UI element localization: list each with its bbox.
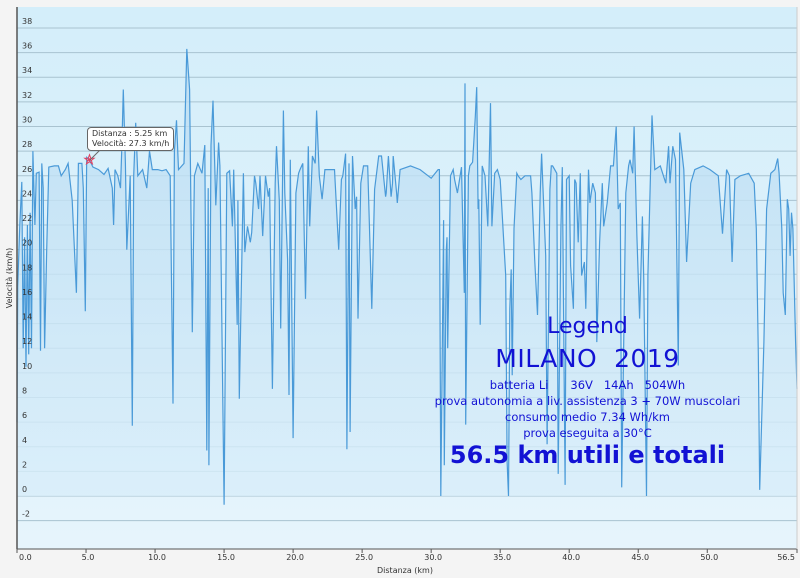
- y-tick-label: 38: [22, 17, 32, 26]
- series-line: [16, 48, 798, 505]
- x-tick-label: 50.0: [700, 553, 718, 562]
- x-tick-label: 30.0: [424, 553, 442, 562]
- y-tick-label: 28: [22, 140, 32, 149]
- x-tick-label: 45.0: [631, 553, 649, 562]
- x-tick-label: 0.0: [19, 553, 32, 562]
- x-tick-label: 40.0: [562, 553, 580, 562]
- legend-line-consumption: consumo medio 7.34 Wh/km: [505, 410, 670, 424]
- data-tooltip: Distanza : 5.25 km Velocità: 27.3 km/h: [87, 127, 175, 151]
- y-axis-title: Velocità (km/h): [5, 248, 14, 309]
- tooltip-pointer: [89, 149, 101, 161]
- y-tick-label: 36: [22, 42, 32, 51]
- y-tick-label: 18: [22, 263, 32, 272]
- y-tick-label: 12: [22, 337, 32, 346]
- x-tick-label: 5.0: [82, 553, 95, 562]
- x-tick-label: 25.0: [355, 553, 373, 562]
- y-tick-label: 26: [22, 165, 32, 174]
- y-tick-label: 2: [22, 460, 27, 469]
- series-area: [17, 48, 797, 505]
- legend-summary: 56.5 km utili e totali: [449, 441, 726, 469]
- y-tick-label: 14: [22, 313, 32, 322]
- y-tick-label: 8: [22, 386, 27, 395]
- legend-title: Legend: [547, 314, 628, 339]
- x-axis-title: Distanza (km): [377, 566, 433, 575]
- legend-line-temperature: prova eseguita a 30°C: [523, 426, 652, 440]
- y-tick-label: 4: [22, 436, 27, 445]
- x-tick-labels: 0.0 5.0 10.0 15.0 20.0 25.0 30.0 35.0 40.0 45.0 50…: [16, 549, 798, 562]
- y-tick-label: 24: [22, 189, 32, 198]
- y-tick-label: 22: [22, 214, 32, 223]
- legend-box: Legend MILANO 2019 batteria Li 36V 14Ah …: [420, 312, 755, 469]
- marker-dot: [87, 158, 91, 162]
- tooltip-speed: Velocità: 27.3 km/h: [92, 139, 170, 148]
- x-tick-label: 56.5: [777, 553, 795, 562]
- y-tick-label: 30: [22, 115, 32, 124]
- tooltip-marker-star-icon[interactable]: [83, 153, 96, 166]
- legend-line-battery: batteria Li 36V 14Ah 504Wh: [489, 378, 686, 392]
- y-tick-label: 32: [22, 91, 32, 100]
- legend-subtitle: MILANO 2019: [495, 344, 680, 373]
- y-tick-label: 20: [22, 239, 32, 248]
- y-tick-label: 34: [22, 66, 32, 75]
- y-tick-label: 0: [22, 485, 27, 494]
- tooltip-distance: Distanza : 5.25 km: [92, 129, 168, 138]
- x-tick-label: 15.0: [217, 553, 235, 562]
- x-tick-label: 35.0: [493, 553, 511, 562]
- y-tick-label: 16: [22, 288, 32, 297]
- star-icon: [83, 153, 96, 166]
- legend-line-assist: prova autonomia a liv. assistenza 3 + 70…: [434, 394, 741, 408]
- y-tick-label: 6: [22, 411, 27, 420]
- y-tick-label: -2: [22, 510, 30, 519]
- y-tick-label: 10: [22, 362, 32, 371]
- x-tick-label: 20.0: [286, 553, 304, 562]
- x-tick-label: 10.0: [148, 553, 166, 562]
